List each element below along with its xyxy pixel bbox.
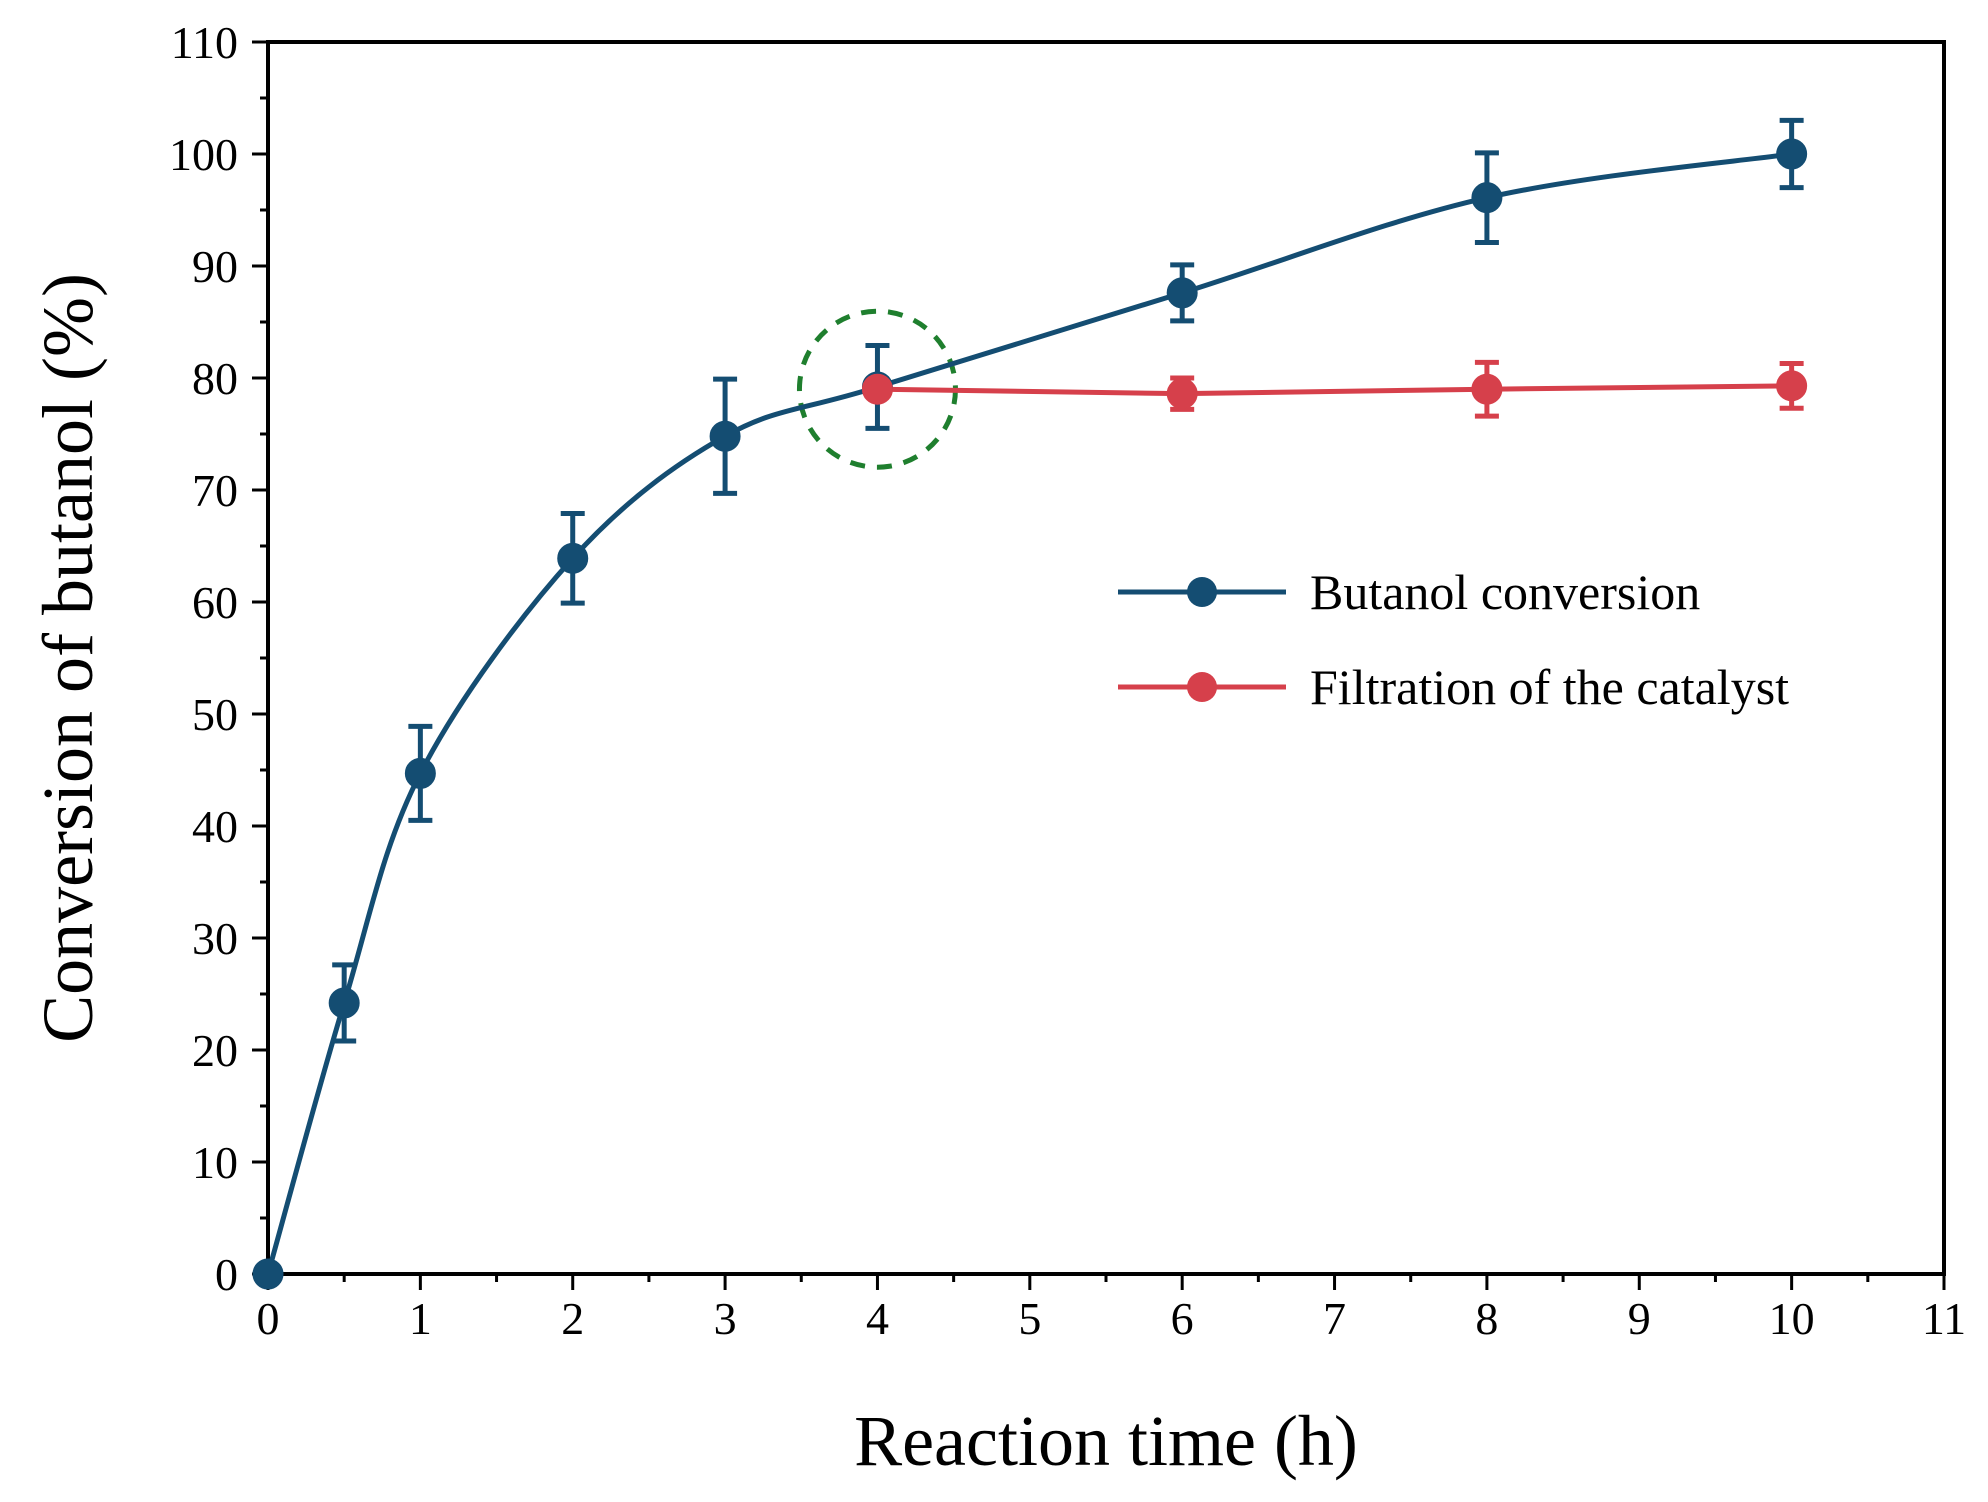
x-tick-label: 7 [1323, 1293, 1346, 1344]
y-tick-label: 100 [169, 129, 238, 180]
y-tick-label: 70 [192, 465, 238, 516]
legend-filtration-marker [1187, 672, 1217, 702]
legend-filtration-label: Filtration of the catalyst [1310, 659, 1789, 715]
filtration-point [1166, 378, 1198, 410]
butanol-conversion-point [1776, 138, 1808, 170]
filtration-point [861, 373, 893, 405]
filtration-point [1776, 370, 1808, 402]
butanol-conversion-point [557, 542, 589, 574]
y-tick-label: 90 [192, 241, 238, 292]
x-tick-label: 0 [257, 1293, 280, 1344]
filtration-line [874, 383, 1795, 397]
x-tick-label: 5 [1018, 1293, 1041, 1344]
y-tick-label: 110 [171, 17, 238, 68]
filtration-point [1471, 373, 1503, 405]
x-tick-label: 2 [561, 1293, 584, 1344]
y-axis-title: Conversion of butanol (%) [28, 273, 108, 1043]
y-tick-label: 30 [192, 913, 238, 964]
x-tick-label: 9 [1628, 1293, 1651, 1344]
legend-butanol-marker [1187, 577, 1217, 607]
y-tick-label: 40 [192, 801, 238, 852]
butanol-conversion-point [1471, 182, 1503, 214]
y-tick-label: 10 [192, 1137, 238, 1188]
y-tick-label: 20 [192, 1025, 238, 1076]
butanol-conversion-point [404, 757, 436, 789]
butanol-conversion-point [328, 987, 360, 1019]
y-tick-label: 60 [192, 577, 238, 628]
butanol-conversion-point [1166, 277, 1198, 309]
x-tick-label: 11 [1922, 1293, 1966, 1344]
x-tick-label: 3 [714, 1293, 737, 1344]
y-tick-label: 50 [192, 689, 238, 740]
butanol-conversion-point [709, 420, 741, 452]
x-tick-label: 10 [1769, 1293, 1815, 1344]
butanol-conversion-point [252, 1258, 284, 1290]
y-tick-label: 80 [192, 353, 238, 404]
x-tick-label: 1 [409, 1293, 432, 1344]
x-tick-label: 8 [1475, 1293, 1498, 1344]
x-tick-label: 4 [866, 1293, 889, 1344]
legend-butanol-label: Butanol conversion [1310, 564, 1700, 620]
y-tick-label: 0 [215, 1249, 238, 1300]
x-tick-label: 6 [1171, 1293, 1194, 1344]
x-axis-title: Reaction time (h) [854, 1401, 1358, 1481]
plot-frame [266, 40, 1946, 1276]
